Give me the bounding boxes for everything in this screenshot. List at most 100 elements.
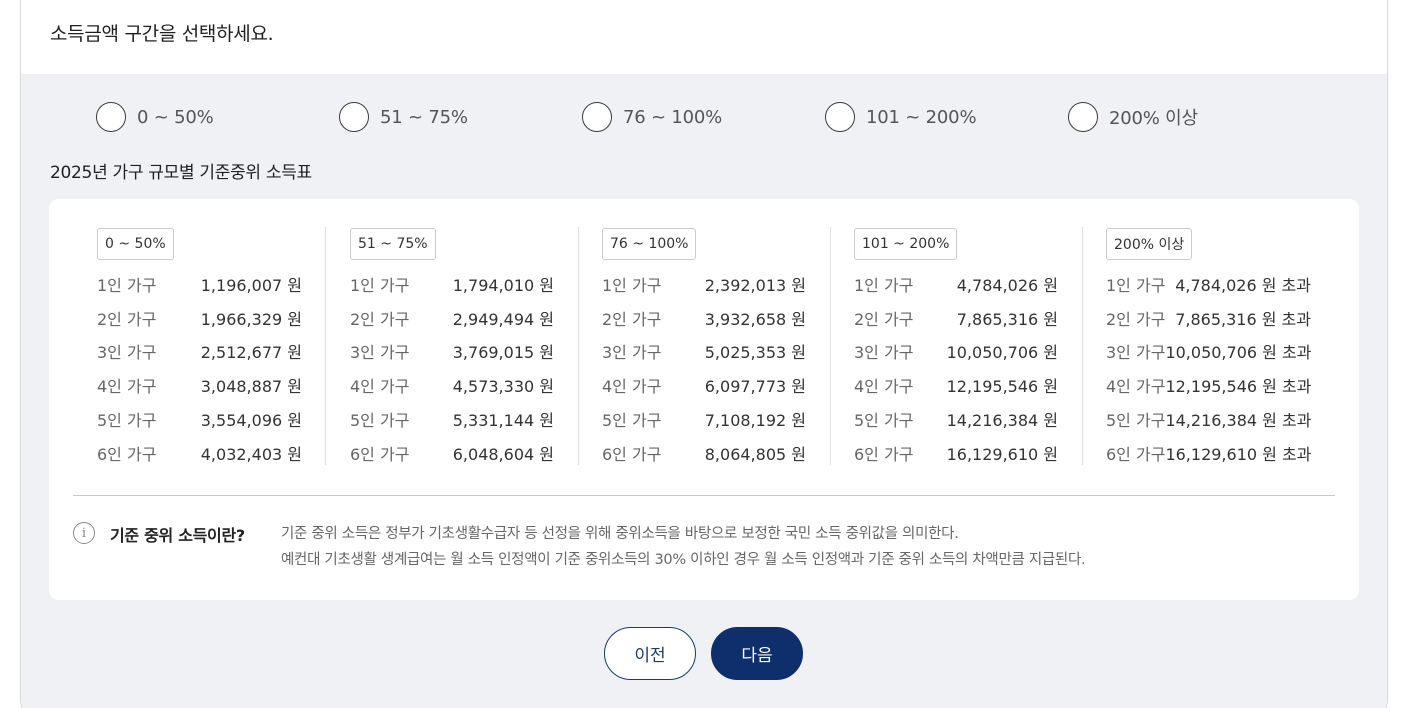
income-amount: 10,050,706 원 bbox=[946, 343, 1058, 363]
radio-label: 200% 이상 bbox=[1109, 108, 1198, 129]
tier-column-51-75: 51 ~ 75% 1인 가구 1,794,010 원 2인 가구 2,949,494… bbox=[350, 227, 579, 465]
income-amount: 6,097,773 원 bbox=[704, 377, 806, 397]
prev-button[interactable]: 이전 bbox=[604, 627, 696, 680]
tier-column-0-50: 0 ~ 50% 1인 가구 1,196,007 원 2인 가구 1,966,329 … bbox=[97, 227, 326, 465]
table-row: 3인 가구 10,050,706 원 초과 bbox=[1106, 335, 1311, 369]
table-row: 5인 가구 5,331,144 원 bbox=[350, 402, 554, 436]
info-icon: i bbox=[73, 522, 95, 544]
radio-option-101-200[interactable]: 101 ~ 200% bbox=[825, 101, 977, 133]
table-row: 1인 가구 1,794,010 원 bbox=[350, 267, 554, 301]
tier-badge: 76 ~ 100% bbox=[602, 228, 697, 260]
income-amount: 7,108,192 원 bbox=[704, 411, 806, 431]
table-row: 6인 가구 16,129,610 원 초과 bbox=[1106, 436, 1311, 470]
table-row: 4인 가구 12,195,546 원 초과 bbox=[1106, 368, 1311, 402]
household-size: 5인 가구 bbox=[854, 411, 914, 431]
household-size: 5인 가구 bbox=[350, 411, 410, 431]
table-row: 4인 가구 3,048,887 원 bbox=[97, 368, 302, 402]
radio-button[interactable] bbox=[825, 102, 855, 132]
household-size: 4인 가구 bbox=[350, 377, 410, 397]
radio-button[interactable] bbox=[582, 102, 612, 132]
income-amount: 10,050,706 원 초과 bbox=[1165, 343, 1312, 363]
income-amount: 1,196,007 원 bbox=[200, 275, 302, 295]
household-size: 2인 가구 bbox=[854, 309, 914, 329]
table-row: 2인 가구 7,865,316 원 bbox=[854, 301, 1058, 335]
income-amount: 14,216,384 원 bbox=[946, 411, 1058, 431]
table-row: 6인 가구 4,032,403 원 bbox=[97, 436, 302, 470]
table-row: 1인 가구 1,196,007 원 bbox=[97, 267, 302, 301]
household-size: 1인 가구 bbox=[1106, 275, 1166, 295]
table-row: 2인 가구 2,949,494 원 bbox=[350, 301, 554, 335]
household-size: 5인 가구 bbox=[97, 411, 157, 431]
income-amount: 3,048,887 원 bbox=[200, 377, 302, 397]
household-size: 1인 가구 bbox=[602, 275, 662, 295]
tier-column-101-200: 101 ~ 200% 1인 가구 4,784,026 원 2인 가구 7,865,3… bbox=[854, 227, 1083, 465]
card-body: 0 ~ 50% 51 ~ 75% 76 ~ 100% 101 ~ 200% 20… bbox=[21, 74, 1387, 708]
income-amount: 16,129,610 원 초과 bbox=[1165, 444, 1312, 464]
tier-badge: 51 ~ 75% bbox=[350, 228, 436, 260]
card-header: 소득금액 구간을 선택하세요. bbox=[21, 0, 1387, 74]
household-size: 1인 가구 bbox=[350, 275, 410, 295]
table-row: 6인 가구 16,129,610 원 bbox=[854, 436, 1058, 470]
income-amount: 12,195,546 원 bbox=[946, 377, 1058, 397]
income-amount: 1,794,010 원 bbox=[452, 275, 554, 295]
tier-column-200-plus: 200% 이상 1인 가구 4,784,026 원 초과 2인 가구 7,865,3… bbox=[1106, 227, 1336, 465]
info-description: 기준 중위 소득은 정부가 기초생활수급자 등 선정을 위해 중위소득을 바탕으… bbox=[281, 521, 1086, 573]
income-amount: 6,048,604 원 bbox=[452, 444, 554, 464]
radio-option-51-75[interactable]: 51 ~ 75% bbox=[339, 101, 468, 133]
household-size: 1인 가구 bbox=[97, 275, 157, 295]
tier-badge: 101 ~ 200% bbox=[854, 228, 958, 260]
table-row: 3인 가구 3,769,015 원 bbox=[350, 335, 554, 369]
income-amount: 16,129,610 원 bbox=[946, 444, 1058, 464]
income-amount: 1,966,329 원 bbox=[200, 309, 302, 329]
table-row: 1인 가구 4,784,026 원 bbox=[854, 267, 1058, 301]
income-amount: 3,769,015 원 bbox=[452, 343, 554, 363]
radio-option-200-plus[interactable]: 200% 이상 bbox=[1068, 101, 1198, 133]
next-button[interactable]: 다음 bbox=[711, 627, 803, 680]
household-size: 3인 가구 bbox=[1106, 343, 1166, 363]
household-size: 4인 가구 bbox=[602, 377, 662, 397]
income-amount: 4,573,330 원 bbox=[452, 377, 554, 397]
income-amount: 7,865,316 원 bbox=[956, 309, 1058, 329]
income-range-radio-group: 0 ~ 50% 51 ~ 75% 76 ~ 100% 101 ~ 200% 20… bbox=[96, 101, 1296, 133]
table-row: 5인 가구 14,216,384 원 bbox=[854, 402, 1058, 436]
radio-option-76-100[interactable]: 76 ~ 100% bbox=[582, 101, 722, 133]
table-row: 3인 가구 2,512,677 원 bbox=[97, 335, 302, 369]
income-amount: 8,064,805 원 bbox=[704, 444, 806, 464]
income-table-columns: 0 ~ 50% 1인 가구 1,196,007 원 2인 가구 1,966,329 … bbox=[49, 227, 1359, 465]
table-row: 3인 가구 10,050,706 원 bbox=[854, 335, 1058, 369]
income-amount: 4,784,026 원 초과 bbox=[1175, 275, 1311, 295]
income-amount: 5,025,353 원 bbox=[704, 343, 806, 363]
household-size: 4인 가구 bbox=[97, 377, 157, 397]
table-row: 6인 가구 6,048,604 원 bbox=[350, 436, 554, 470]
table-row: 6인 가구 8,064,805 원 bbox=[602, 436, 806, 470]
household-size: 6인 가구 bbox=[602, 444, 662, 464]
household-size: 5인 가구 bbox=[602, 411, 662, 431]
household-size: 2인 가구 bbox=[602, 309, 662, 329]
household-size: 2인 가구 bbox=[97, 309, 157, 329]
income-amount: 2,392,013 원 bbox=[704, 275, 806, 295]
household-size: 3인 가구 bbox=[854, 343, 914, 363]
table-row: 2인 가구 1,966,329 원 bbox=[97, 301, 302, 335]
radio-option-0-50[interactable]: 0 ~ 50% bbox=[96, 101, 214, 133]
radio-button[interactable] bbox=[96, 102, 126, 132]
radio-button[interactable] bbox=[1068, 102, 1098, 132]
income-amount: 3,554,096 원 bbox=[200, 411, 302, 431]
radio-button[interactable] bbox=[339, 102, 369, 132]
household-size: 5인 가구 bbox=[1106, 411, 1166, 431]
income-amount: 3,932,658 원 bbox=[704, 309, 806, 329]
table-row: 3인 가구 5,025,353 원 bbox=[602, 335, 806, 369]
radio-label: 0 ~ 50% bbox=[137, 106, 214, 128]
table-row: 5인 가구 14,216,384 원 초과 bbox=[1106, 402, 1311, 436]
radio-label: 101 ~ 200% bbox=[866, 106, 977, 128]
income-table-card: 0 ~ 50% 1인 가구 1,196,007 원 2인 가구 1,966,329 … bbox=[49, 199, 1359, 600]
income-amount: 5,331,144 원 bbox=[452, 411, 554, 431]
table-row: 1인 가구 2,392,013 원 bbox=[602, 267, 806, 301]
table-row: 1인 가구 4,784,026 원 초과 bbox=[1106, 267, 1311, 301]
income-amount: 2,949,494 원 bbox=[452, 309, 554, 329]
question-title: 소득금액 구간을 선택하세요. bbox=[50, 23, 274, 45]
radio-label: 76 ~ 100% bbox=[623, 106, 723, 128]
table-row: 5인 가구 7,108,192 원 bbox=[602, 402, 806, 436]
income-selection-card: 소득금액 구간을 선택하세요. 0 ~ 50% 51 ~ 75% 76 ~ 10… bbox=[20, 0, 1388, 708]
household-size: 6인 가구 bbox=[854, 444, 914, 464]
table-row: 5인 가구 3,554,096 원 bbox=[97, 402, 302, 436]
